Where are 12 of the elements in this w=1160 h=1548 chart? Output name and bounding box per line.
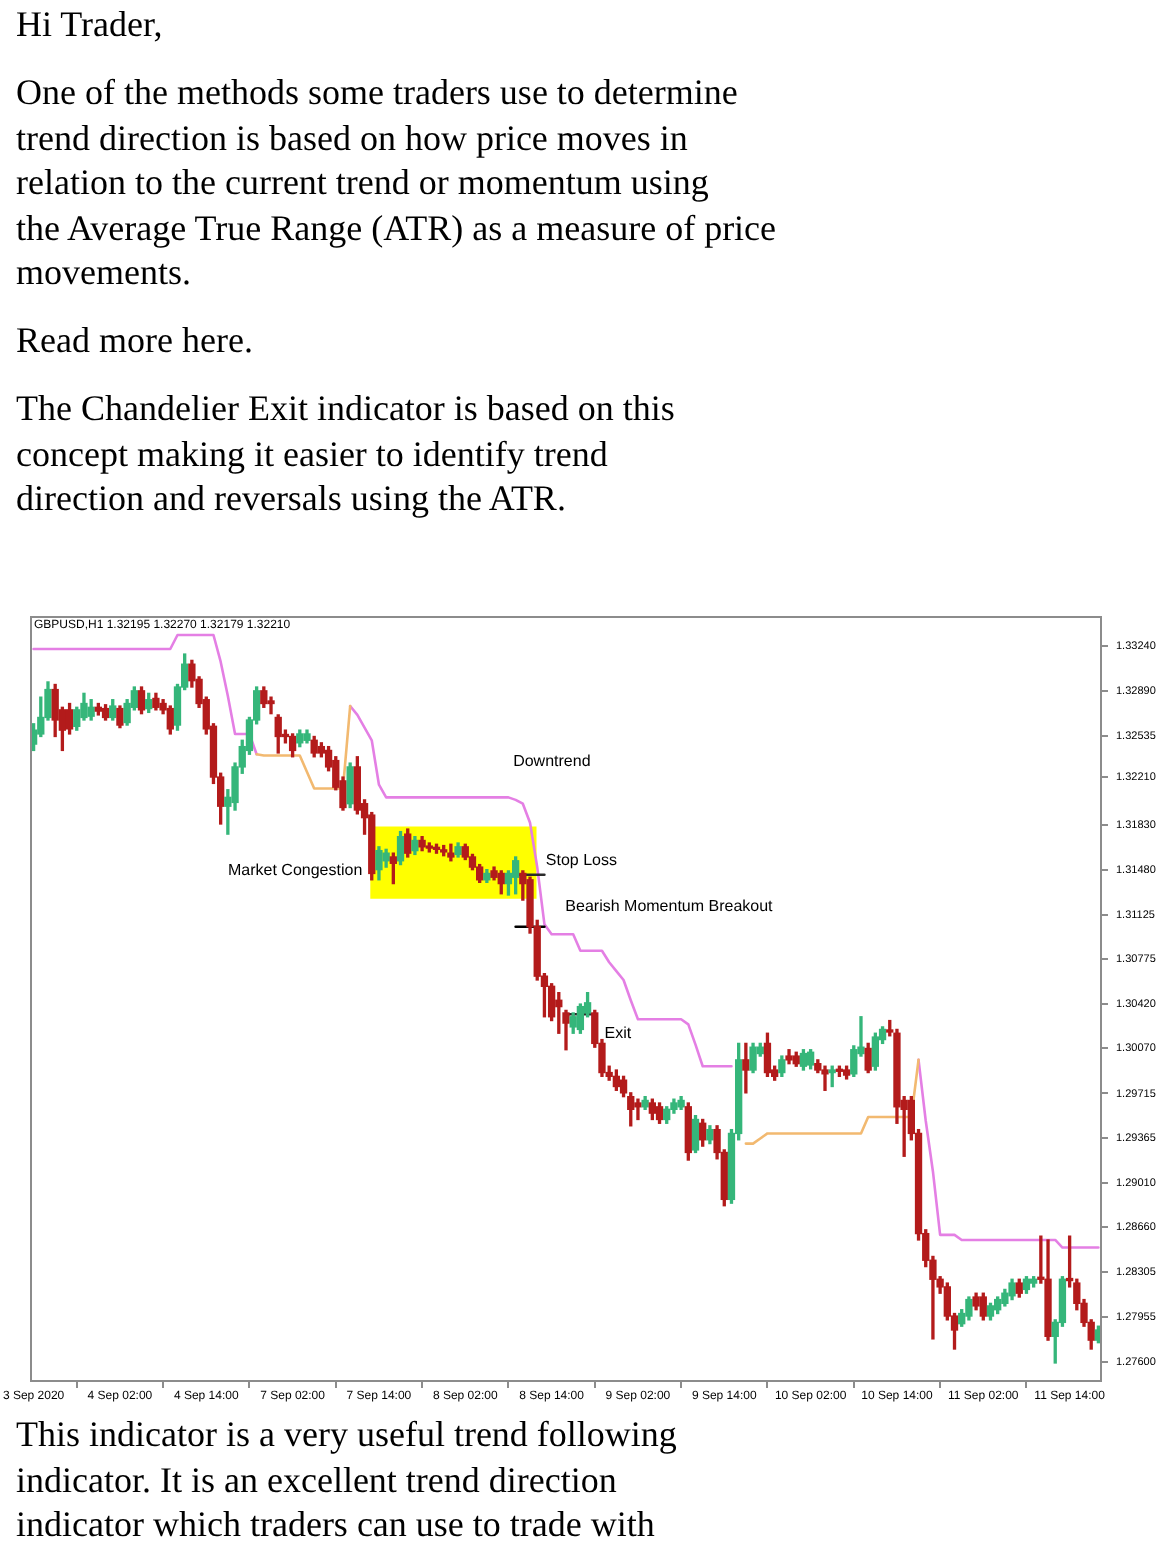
- text: This indicator is a very useful trend following indicator. It is an excellent trend direction indicator which traders can use to trade with: [16, 1412, 679, 1547]
- text: The Chandelier Exit indicator is based on this concept making it easier to identify trend direction and reversals using the ATR.: [16, 386, 677, 521]
- candlestick: [821, 1065, 829, 1091]
- text: Hi Trader,: [16, 2, 165, 47]
- annotation: Stop Loss: [545, 850, 617, 869]
- text: One of the methods some traders use to determine trend direction is based on how price moves in relation to the current trend or momentum using the Average True Range (ATR) as a measure of price movements.: [16, 70, 779, 295]
- candlestick: [742, 1042, 750, 1094]
- annotation: Downtrend: [513, 752, 591, 771]
- text: Read more here.: [16, 318, 255, 363]
- annotation: Exit: [604, 1023, 633, 1042]
- annotation: Bearish Momentum Breakout: [565, 897, 775, 916]
- band-label: Market Congestion: [227, 861, 363, 880]
